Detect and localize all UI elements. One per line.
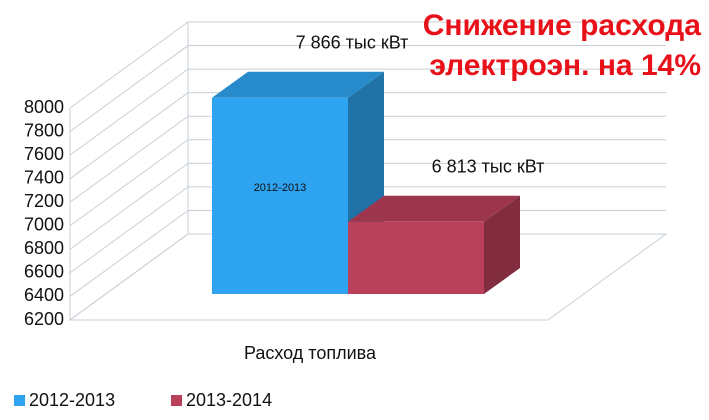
bar-side [484,195,520,294]
x-tick-label: Расход топлива [244,343,377,363]
y-tick-label: 7800 [24,120,64,140]
legend-swatch [14,395,25,406]
bar [212,97,348,294]
y-tick-label: 7000 [24,215,64,235]
chart-title: Снижение расхода электроэн. на 14% [422,9,701,82]
y-tick-label: 6800 [24,238,64,258]
y-tick-label: 8000 [24,97,64,117]
bar-top [348,195,520,222]
y-tick-label: 6600 [24,262,64,282]
legend-swatch [171,395,182,406]
data-label: 7 866 тыс кВт [296,33,409,53]
y-tick-label: 7200 [24,191,64,211]
bar-top [212,71,384,98]
y-tick-label: 7600 [24,144,64,164]
bar-inner-label: 2012-2013 [254,182,307,194]
y-tick-label: 7400 [24,167,64,187]
data-label: 6 813 тыс кВт [432,157,545,177]
y-tick-label: 6400 [24,285,64,305]
y-tick-label: 6200 [24,309,64,329]
bar [348,221,484,294]
legend-label: 2012-2013 [29,390,115,410]
legend-label: 2013-2014 [186,390,272,410]
